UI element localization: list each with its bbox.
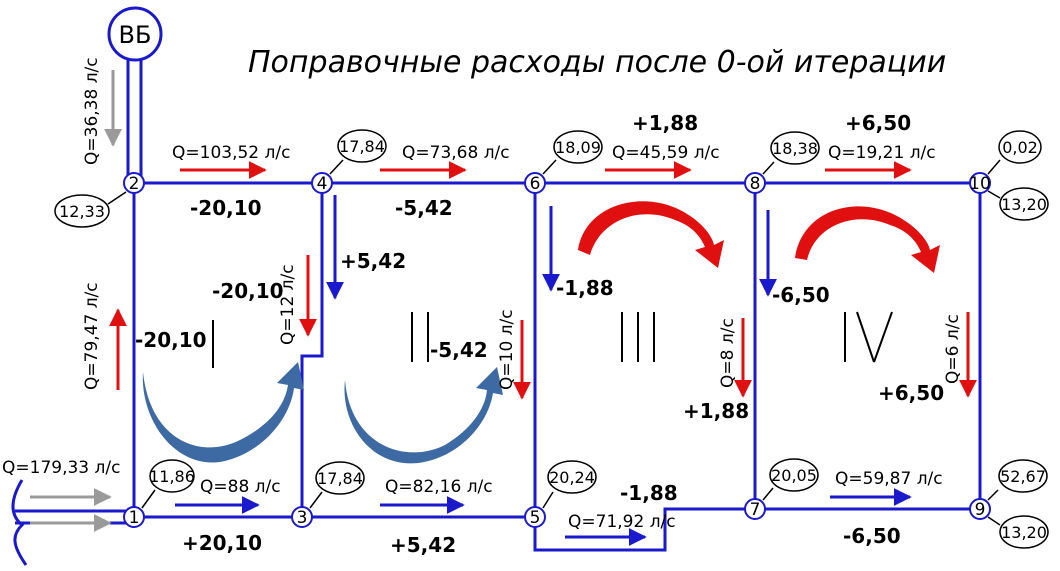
- corr-7-9: -6,50: [843, 524, 901, 548]
- ring-rotation-arrows: [142, 201, 940, 464]
- svg-text:2: 2: [129, 174, 140, 194]
- svg-text:17,84: 17,84: [317, 469, 363, 488]
- corr-8-7-ring-IV: -6,50: [772, 283, 830, 307]
- flow-label-2-4: Q=103,52 л/с: [172, 143, 290, 163]
- flow-label-8-7: Q=8 л/с: [718, 318, 738, 388]
- flow-label-1-3: Q=88 л/с: [200, 477, 281, 497]
- corr-5-7: -1,88: [620, 481, 678, 505]
- svg-text:5: 5: [530, 508, 541, 528]
- svg-text:12,33: 12,33: [59, 202, 105, 221]
- svg-text:18,09: 18,09: [555, 138, 601, 157]
- pipe-4-3: [300, 183, 324, 517]
- ring-numerals: [212, 311, 893, 368]
- flow-label-5-7: Q=71,92 л/с: [568, 512, 676, 532]
- inlet: Q=179,33 л/с: [2, 458, 134, 566]
- svg-text:52,67: 52,67: [1000, 467, 1046, 486]
- corr-8-7-ring-III: +1,88: [683, 399, 749, 423]
- flow-label-4-6: Q=73,68 л/с: [402, 143, 510, 163]
- pipes: [132, 181, 982, 552]
- demand-node-2: 12,33: [54, 191, 127, 228]
- flow-label-10-9: Q=6 л/с: [943, 314, 963, 384]
- corr-6-5-ring-III: -1,88: [556, 276, 614, 300]
- flow-label-6-8: Q=45,59 л/с: [612, 143, 720, 163]
- svg-text:1: 1: [129, 508, 140, 528]
- node-5: 5: [524, 506, 546, 528]
- node-10: 10: [969, 172, 991, 194]
- corr-2-4: -20,10: [190, 196, 262, 220]
- demand-node-3: 17,84: [309, 461, 365, 509]
- junction-nodes: 1 2 3 4 5 6 7 8 9 10: [123, 172, 991, 528]
- svg-text:7: 7: [750, 500, 761, 520]
- flow-label-4-3: Q=12 л/с: [278, 264, 298, 345]
- demand-node-10-extra: 13,20: [987, 187, 1049, 221]
- inlet-flow-label: Q=179,33 л/с: [2, 458, 120, 478]
- demand-node-8: 18,38: [762, 131, 820, 175]
- svg-text:20,24: 20,24: [549, 468, 595, 487]
- corr-4-3-minus: -20,10: [212, 279, 284, 303]
- corr-1-2: -20,10: [135, 328, 207, 352]
- svg-text:11,86: 11,86: [149, 467, 195, 486]
- demand-node-6: 18,09: [542, 130, 603, 175]
- corr-10-9: +6,50: [878, 381, 944, 405]
- flow-label-1-2: Q=79,47 л/с: [82, 282, 102, 390]
- corr-1-3: +20,10: [182, 531, 262, 555]
- svg-text:9: 9: [975, 500, 986, 520]
- demand-node-4: 17,84: [329, 129, 387, 175]
- flow-label-6-5: Q=10 л/с: [497, 309, 517, 390]
- svg-text:10: 10: [969, 174, 991, 194]
- node-7: 7: [744, 498, 766, 520]
- svg-text:20,05: 20,05: [771, 466, 817, 485]
- demand-node-10: 0,02: [987, 130, 1042, 175]
- flow-label-7-9: Q=59,87 л/с: [835, 469, 943, 489]
- corr-4-6: -5,42: [395, 196, 453, 220]
- corr-6-8: +1,88: [632, 111, 698, 135]
- ring-IV-curve: [795, 206, 940, 273]
- svg-text:18,38: 18,38: [772, 139, 818, 158]
- ring-IV-numeral: [844, 311, 893, 363]
- node-4: 4: [311, 172, 333, 194]
- svg-text:17,84: 17,84: [339, 137, 385, 156]
- demand-node-5: 20,24: [542, 460, 597, 509]
- demand-node-1: 11,86: [141, 459, 195, 509]
- flow-label-8-10: Q=19,21 л/с: [828, 143, 936, 163]
- node-8: 8: [744, 172, 766, 194]
- svg-text:0,02: 0,02: [1002, 138, 1038, 157]
- pipe-5-7: [533, 507, 755, 552]
- svg-text:3: 3: [297, 508, 308, 528]
- corr-6-5-ring-II: -5,42: [430, 338, 488, 362]
- svg-text:8: 8: [750, 174, 761, 194]
- water-tower: ВБ: [107, 6, 163, 180]
- svg-text:13,20: 13,20: [1001, 195, 1047, 214]
- ring-I-curve: [142, 362, 304, 463]
- corr-8-10: +6,50: [845, 111, 911, 135]
- tower-label: ВБ: [119, 21, 152, 49]
- demand-node-7: 20,05: [762, 458, 819, 501]
- ring-II-numeral: [411, 312, 429, 362]
- correction-labels: -20,10 -5,42 +1,88 +6,50 +5,42 -20,10 -2…: [135, 111, 944, 557]
- node-3: 3: [291, 506, 313, 528]
- flow-arrows: [109, 161, 977, 546]
- ring-II-curve: [344, 367, 503, 464]
- corr-4-3-plus: +5,42: [340, 249, 406, 273]
- node-6: 6: [524, 172, 546, 194]
- node-1: 1: [123, 506, 145, 528]
- svg-text:13,20: 13,20: [1001, 523, 1047, 542]
- node-2: 2: [123, 172, 145, 194]
- node-9: 9: [969, 498, 991, 520]
- svg-text:4: 4: [317, 174, 328, 194]
- svg-text:6: 6: [530, 174, 541, 194]
- diagram-title: Поправочные расходы после 0-ой итерации: [248, 45, 946, 80]
- flow-label-3-5: Q=82,16 л/с: [385, 477, 493, 497]
- ring-III-numeral: [621, 312, 655, 362]
- flow-labels: Q=36,38 л/с Q=103,52 л/с Q=73,68 л/с Q=4…: [82, 57, 963, 532]
- node-demands: 11,86 12,33 17,84 17,84 20,24 18,09 20,0…: [54, 129, 1049, 549]
- demand-node-9-extra: 13,20: [987, 515, 1049, 549]
- corr-3-5: +5,42: [390, 533, 456, 557]
- flow-label-tower: Q=36,38 л/с: [82, 57, 102, 165]
- ring-III-curve: [578, 201, 724, 268]
- demand-node-9: 52,67: [987, 459, 1048, 501]
